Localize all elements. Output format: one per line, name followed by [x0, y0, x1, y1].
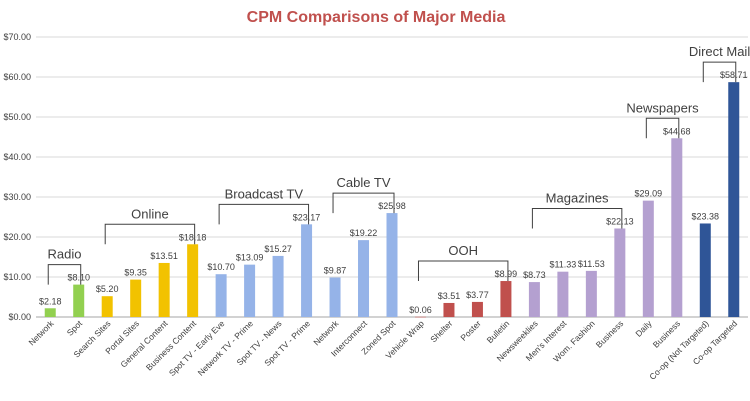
data-label: $29.09	[635, 189, 663, 199]
bar	[471, 301, 483, 317]
data-label: $8.73	[523, 270, 546, 280]
bar	[329, 277, 341, 317]
bar	[728, 82, 740, 317]
data-label: $22.13	[606, 216, 634, 226]
data-label: $3.51	[438, 291, 461, 301]
group-bracket	[645, 117, 680, 139]
data-label: $18.18	[179, 232, 207, 242]
bar	[699, 223, 711, 317]
x-tick-label: Shelter	[428, 318, 454, 344]
group-label: Direct Mail	[689, 44, 750, 59]
bar	[272, 255, 284, 317]
group-bracket	[332, 192, 395, 214]
group-label: Broadcast TV	[225, 186, 304, 201]
data-label: $8.99	[495, 269, 518, 279]
group-brackets: Radio Online Broadcast TV Cable TV OOH Magazi…	[47, 44, 750, 285]
y-tick-label: $60.00	[3, 72, 31, 82]
data-label: $13.51	[150, 251, 178, 261]
bar	[301, 224, 313, 317]
bar	[671, 138, 683, 317]
data-label: $19.22	[350, 228, 378, 238]
data-label: $9.35	[124, 268, 147, 278]
bar	[614, 228, 626, 317]
data-label: $15.27	[264, 244, 292, 254]
data-label: $23.17	[293, 212, 321, 222]
bar	[386, 213, 398, 317]
data-label: $9.87	[324, 266, 347, 276]
data-label: $2.18	[39, 296, 62, 306]
y-tick-label: $10.00	[3, 272, 31, 282]
group-bracket	[702, 61, 737, 83]
chart-title: CPM Comparisons of Major Media	[247, 9, 506, 26]
bar	[73, 284, 85, 317]
bars	[44, 82, 740, 318]
bar	[244, 264, 256, 317]
x-tick-label: Network	[27, 318, 57, 348]
bar	[358, 240, 370, 317]
group-bracket	[104, 223, 196, 245]
group-label: Newspapers	[626, 100, 699, 115]
data-label: $44.68	[663, 126, 691, 136]
bar	[44, 308, 56, 317]
group-label: Radio	[47, 247, 81, 262]
bar	[557, 271, 569, 317]
group-bracket	[531, 207, 623, 229]
bar	[443, 302, 455, 317]
x-tick-label: Poster	[458, 318, 483, 343]
y-tick-label: $0.00	[8, 312, 31, 322]
group-label: Magazines	[546, 190, 609, 205]
data-label: $3.77	[466, 290, 489, 300]
data-label: $10.70	[207, 262, 235, 272]
group-label: Online	[131, 206, 169, 221]
data-label: $13.09	[236, 253, 264, 263]
y-axis: $0.00 $10.00 $20.00 $30.00 $40.00 $50.00 $60.0…	[3, 32, 31, 322]
y-tick-label: $40.00	[3, 152, 31, 162]
bar	[187, 244, 199, 317]
bar	[158, 262, 170, 317]
data-label: $8.10	[67, 273, 90, 283]
group-bracket	[47, 264, 82, 285]
data-label: $0.06	[409, 305, 432, 315]
bar	[642, 200, 654, 317]
group-bracket	[417, 260, 509, 282]
data-label: $11.53	[578, 259, 605, 269]
x-tick-label: Spot	[65, 318, 85, 338]
data-label: $23.38	[692, 211, 720, 221]
bar	[528, 282, 540, 317]
bar	[101, 296, 113, 317]
group-bracket	[218, 203, 310, 225]
bar	[500, 281, 512, 317]
bar	[215, 274, 227, 317]
bar	[130, 279, 142, 317]
y-tick-label: $70.00	[3, 32, 31, 42]
x-tick-label: Bulletin	[485, 318, 512, 345]
data-label: $11.33	[549, 260, 576, 270]
x-tick-label: Business Content	[144, 318, 199, 373]
x-tick-label: Daily	[633, 318, 654, 339]
y-tick-label: $20.00	[3, 232, 31, 242]
bar	[585, 270, 597, 317]
y-tick-label: $50.00	[3, 112, 31, 122]
data-labels: $2.18$8.10$5.20$9.35$13.51$18.18$10.70$1…	[39, 70, 748, 315]
data-label: $58.71	[720, 70, 748, 80]
y-tick-label: $30.00	[3, 192, 31, 202]
bar	[414, 316, 426, 318]
x-tick-label: Business	[594, 318, 625, 349]
group-label: OOH	[448, 243, 478, 258]
group-label: Cable TV	[337, 175, 391, 190]
data-label: $25.98	[378, 201, 406, 211]
data-label: $5.20	[96, 284, 119, 294]
